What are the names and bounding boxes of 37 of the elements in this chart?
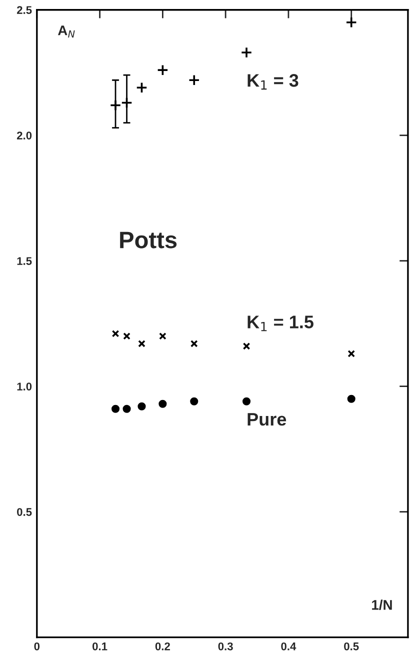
point xyxy=(112,330,120,338)
point xyxy=(240,46,252,58)
point xyxy=(123,332,130,340)
y-tick-label: 1.0 xyxy=(17,382,32,390)
point xyxy=(110,99,122,111)
x-axis-title: 1/N xyxy=(372,600,392,610)
point xyxy=(242,397,251,406)
point xyxy=(111,404,120,413)
annotation: K$_{1}$ = 1.5 xyxy=(248,316,314,332)
y-tick-label: 0.5 xyxy=(17,508,32,516)
x-tick-label: 0.2 xyxy=(155,642,170,650)
point xyxy=(138,340,146,348)
x-tick-label: 0.3 xyxy=(218,642,233,650)
point xyxy=(190,397,198,406)
point xyxy=(122,404,131,413)
annotation: Pure xyxy=(248,413,286,426)
x-tick-label: 0.5 xyxy=(344,642,359,650)
x-tick-label: 0.1 xyxy=(92,642,108,650)
point xyxy=(188,74,200,86)
point xyxy=(136,82,148,94)
point xyxy=(156,64,168,76)
annotation: K$_{1}$ = 3 xyxy=(248,74,298,90)
y-axis-title: A$_{N}$ xyxy=(58,26,75,38)
point xyxy=(190,340,198,348)
point xyxy=(158,400,167,408)
point xyxy=(242,342,250,350)
x-tick-label: 0 xyxy=(34,642,40,650)
point xyxy=(348,350,356,358)
annotation: Potts xyxy=(120,232,177,248)
point xyxy=(138,402,146,410)
point xyxy=(347,394,356,403)
point xyxy=(346,16,358,28)
y-tick-label: 2.5 xyxy=(16,6,32,14)
y-tick-label: 1.5 xyxy=(17,257,32,265)
point xyxy=(158,332,166,340)
y-tick-label: 2.0 xyxy=(16,132,32,140)
x-tick-label: 0.4 xyxy=(281,642,296,650)
